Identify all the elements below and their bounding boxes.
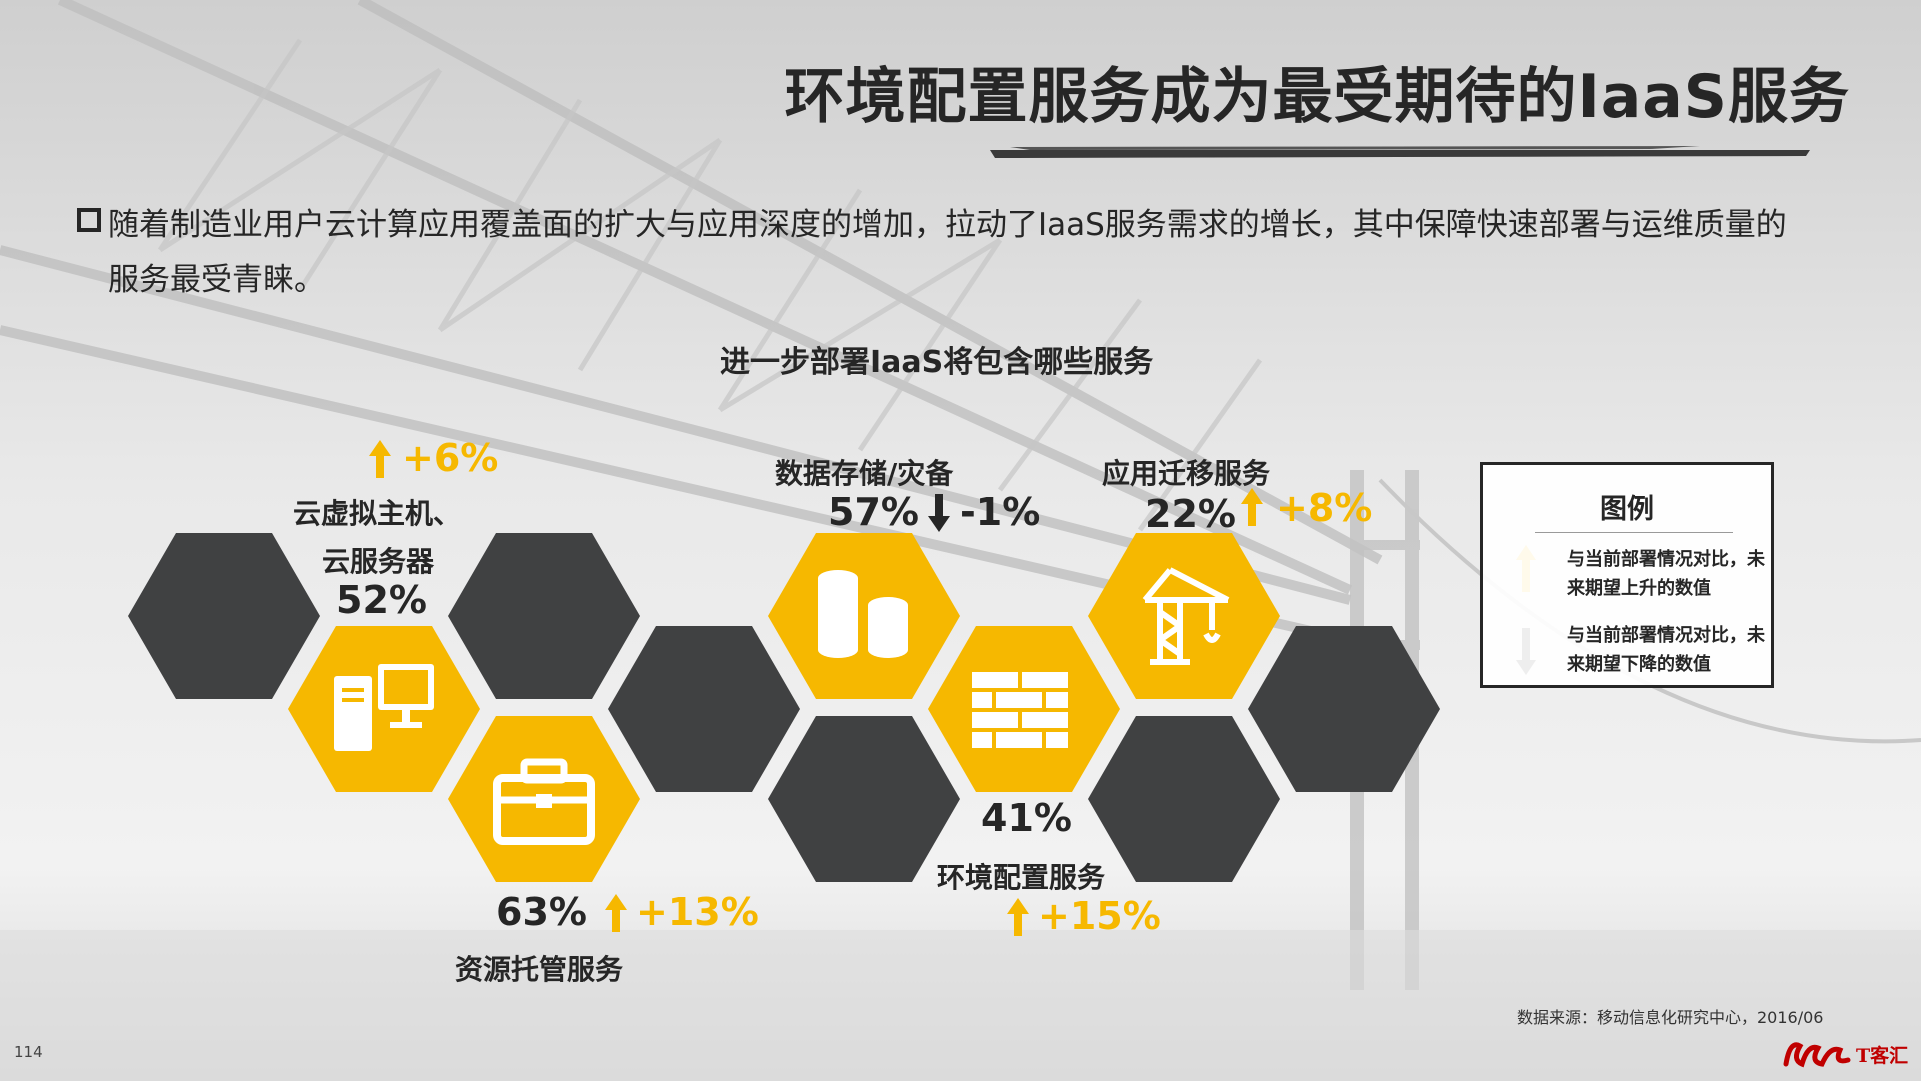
page-title: 环境配置服务成为最受期待的IaaS服务	[784, 62, 1850, 132]
hexagon-dark	[1088, 716, 1280, 882]
dark-hexagons	[128, 533, 1440, 882]
change-value: +15%	[1038, 894, 1161, 938]
category-label: 资源托管服务	[455, 953, 624, 986]
intro-line-1: 随着制造业用户云计算应用覆盖面的扩大与应用深度的增加，拉动了IaaS服务需求的增…	[108, 207, 1787, 243]
construction-crane-icon	[1142, 567, 1230, 665]
logo-text: T客汇	[1856, 1045, 1909, 1067]
database-cylinders-icon	[818, 570, 908, 658]
hexagon-dark	[1248, 626, 1440, 792]
briefcase-icon	[493, 758, 595, 845]
chart-title: 进一步部署IaaS将包含哪些服务	[720, 345, 1154, 380]
percent-value: 41%	[981, 796, 1072, 840]
change-value: +8%	[1276, 486, 1373, 530]
arrow-down-icon	[928, 494, 950, 532]
hexagon-dark	[448, 533, 640, 699]
page-number: 114	[14, 1043, 43, 1061]
legend-up-text: 与当前部署情况对比，未来期望上升的数值	[1567, 549, 1765, 599]
category-label: 云虚拟主机、	[293, 497, 462, 530]
hexagon-dark	[608, 626, 800, 792]
hexagon-yellow	[1088, 533, 1280, 699]
arrow-up-icon	[369, 440, 391, 478]
arrow-up-icon	[605, 894, 627, 932]
server-computer-icon	[334, 664, 434, 751]
legend-down-text: 与当前部署情况对比，未来期望下降的数值	[1567, 625, 1765, 675]
legend-box: 图例 与当前部署情况对比，未来期望上升的数值 与当前部署情况对比，未来期望下降的…	[1480, 462, 1774, 688]
bullet-square-icon	[77, 208, 101, 232]
category-label: 环境配置服务	[937, 861, 1106, 894]
percent-value: 57%	[828, 490, 919, 534]
data-source: 数据来源：移动信息化研究中心，2016/06	[1517, 1008, 1824, 1027]
category-label: 数据存储/灾备	[775, 457, 954, 490]
legend-divider	[1535, 532, 1733, 533]
arrow-up-icon	[1007, 898, 1029, 936]
hexagon-yellow	[928, 626, 1120, 792]
percent-value: 22%	[1145, 492, 1236, 536]
logo-mark-icon	[1783, 1042, 1851, 1068]
category-label: 应用迁移服务	[1102, 457, 1271, 490]
change-value: +13%	[636, 890, 759, 934]
brick-wall-icon	[972, 672, 1068, 748]
change-value: +6%	[402, 436, 499, 480]
category-label: 云服务器	[322, 545, 435, 578]
intro-line-2: 服务最受青睐。	[108, 262, 325, 298]
hexagon-yellow	[768, 533, 960, 699]
percent-value: 63%	[496, 890, 587, 934]
arrow-up-icon	[1241, 488, 1263, 526]
hexagon-dark	[768, 716, 960, 882]
change-value: -1%	[960, 490, 1041, 534]
percent-value: 52%	[336, 578, 427, 622]
legend-title: 图例	[1600, 494, 1654, 525]
hexagon-dark	[128, 533, 320, 699]
